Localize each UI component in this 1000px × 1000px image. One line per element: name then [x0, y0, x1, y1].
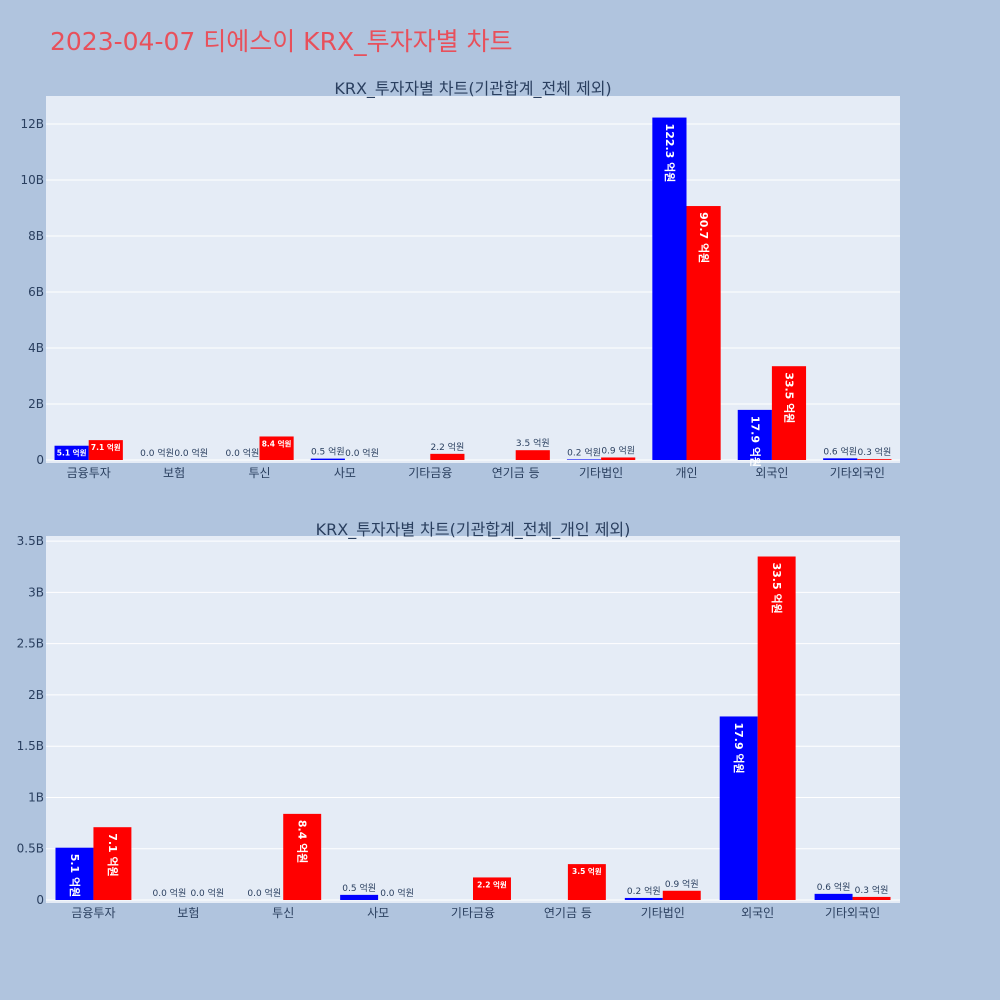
chart2-bar: [283, 813, 322, 900]
chart1-xtick-label: 기타외국인: [830, 466, 885, 480]
chart1-xtick-label: 연기금 등: [492, 466, 540, 480]
chart1-xtick-label: 기타법인: [579, 466, 623, 480]
chart2-bar: [662, 890, 701, 900]
chart2-ytick-label: 1.5B: [17, 739, 44, 753]
chart2-bar: [624, 897, 663, 900]
chart1-bar: [857, 459, 892, 460]
chart1-bar: [652, 117, 687, 460]
chart2-bar: [757, 556, 796, 900]
chart1-plot-background: [46, 96, 900, 463]
chart1-data-label: 8.4 억원: [262, 438, 292, 448]
chart2-data-label: 0.0 억원: [247, 887, 281, 899]
chart2-xtick-label: 기타법인: [641, 906, 685, 920]
chart2-ytick-label: 3.5B: [17, 534, 44, 548]
chart1-xtick-label: 외국인: [755, 466, 788, 480]
chart1-ytick-label: 8B: [28, 229, 44, 243]
chart1-xtick-label: 개인: [675, 466, 697, 480]
chart1-xtick-label: 기타금융: [408, 466, 452, 480]
chart2-bar: [719, 716, 758, 900]
chart1-bar: [737, 409, 772, 460]
chart1-ytick-label: 6B: [28, 285, 44, 299]
chart2-bar: [567, 864, 606, 900]
chart1-data-label: 0.0 억원: [140, 447, 174, 459]
chart2-data-label: 0.2 억원: [627, 885, 661, 897]
chart1-data-label: 0.9 억원: [601, 444, 635, 456]
chart1-data-label: 3.5 억원: [516, 437, 550, 449]
chart1-ytick-label: 4B: [28, 341, 44, 355]
chart2-data-label: 2.2 억원: [477, 879, 507, 889]
chart1-bar: [88, 440, 123, 460]
chart1-data-label: 0.2 억원: [567, 446, 601, 458]
page-title: 2023-04-07 티에스이 KRX_투자자별 차트: [50, 27, 513, 56]
chart2-data-label: 0.3 억원: [855, 884, 889, 896]
chart2-data-label: 8.4 억원: [296, 820, 310, 864]
chart2-data-label: 0.5 억원: [342, 882, 376, 894]
chart1-data-label: 0.3 억원: [858, 446, 892, 458]
chart2-xtick-label: 기타금융: [451, 906, 495, 920]
chart2-bar: [55, 847, 94, 900]
chart1-xtick-label: 보험: [163, 466, 185, 480]
chart1-bar: [601, 457, 636, 460]
chart1-bar: [54, 445, 89, 460]
chart2-data-label: 0.9 억원: [665, 878, 699, 890]
chart2-data-label: 33.5 억원: [770, 563, 784, 614]
chart1-bar: [310, 458, 345, 460]
chart2-xtick-label: 금융투자: [71, 906, 115, 920]
chart1-data-label: 90.7 억원: [697, 212, 711, 263]
chart2-data-label: 17.9 억원: [732, 722, 746, 773]
chart1-bar: [823, 458, 858, 460]
chart2-bar: [814, 893, 853, 900]
chart2-ytick-label: 1B: [28, 790, 44, 804]
chart1-ytick-label: 0: [36, 453, 44, 467]
chart2-ytick-label: 0.5B: [17, 842, 44, 856]
chart2-data-label: 7.1 억원: [106, 833, 120, 877]
chart2-data-label: 0.6 억원: [817, 881, 851, 893]
chart2-data-label: 3.5 억원: [572, 866, 602, 876]
chart2-ytick-label: 2.5B: [17, 637, 44, 651]
chart1-data-label: 7.1 억원: [91, 442, 121, 452]
chart1-xtick-label: 사모: [334, 466, 356, 480]
chart2-ytick-label: 0: [36, 893, 44, 907]
chart1-ytick-label: 12B: [20, 117, 44, 131]
chart1-data-label: 122.3 억원: [663, 124, 677, 183]
chart1-ytick-label: 2B: [28, 397, 44, 411]
chart1-title: KRX_투자자별 차트(기관합계_전체 제외): [334, 79, 611, 99]
chart2-xtick-label: 기타외국인: [825, 906, 880, 920]
chart2-xtick-label: 투신: [272, 906, 294, 920]
chart2-data-label: 0.0 억원: [380, 887, 414, 899]
chart1-ytick-label: 10B: [20, 173, 44, 187]
chart1-bar: [771, 366, 807, 460]
chart2-data-label: 0.0 억원: [152, 887, 186, 899]
chart1-data-label: 17.9 억원: [748, 416, 762, 467]
chart2-data-label: 5.1 억원: [68, 854, 82, 898]
chart2-bar: [93, 827, 132, 900]
chart2-xtick-label: 연기금 등: [544, 906, 592, 920]
chart1-data-label: 2.2 억원: [431, 441, 465, 453]
chart1-xtick-label: 금융투자: [67, 466, 111, 480]
chart2-bar: [852, 896, 891, 900]
chart1-data-label: 0.0 억원: [174, 447, 208, 459]
chart2-data-label: 0.0 억원: [190, 887, 224, 899]
chart2-xtick-label: 외국인: [741, 906, 774, 920]
chart1-xtick-label: 투신: [248, 466, 270, 480]
chart1-bar: [259, 436, 294, 460]
chart1-data-label: 0.5 억원: [311, 446, 345, 458]
chart2-bar: [340, 894, 379, 900]
chart2-ytick-label: 2B: [28, 688, 44, 702]
chart1-data-label: 5.1 억원: [57, 448, 87, 458]
chart1-data-label: 0.0 억원: [226, 447, 260, 459]
chart1-bar: [515, 450, 550, 460]
chart2-xtick-label: 보험: [177, 906, 199, 920]
chart2-title: KRX_투자자별 차트(기관합계_전체_개인 제외): [316, 520, 631, 540]
chart1-data-label: 33.5 억원: [782, 372, 796, 423]
chart2-xtick-label: 사모: [367, 906, 389, 920]
chart1-bar: [686, 206, 721, 460]
chart2-bar: [473, 877, 511, 900]
chart1-bar: [566, 459, 602, 460]
chart2-ytick-label: 3B: [28, 585, 44, 599]
chart1-data-label: 0.6 억원: [823, 445, 857, 457]
chart1-bar: [430, 453, 465, 460]
chart1-data-label: 0.0 억원: [345, 447, 379, 459]
